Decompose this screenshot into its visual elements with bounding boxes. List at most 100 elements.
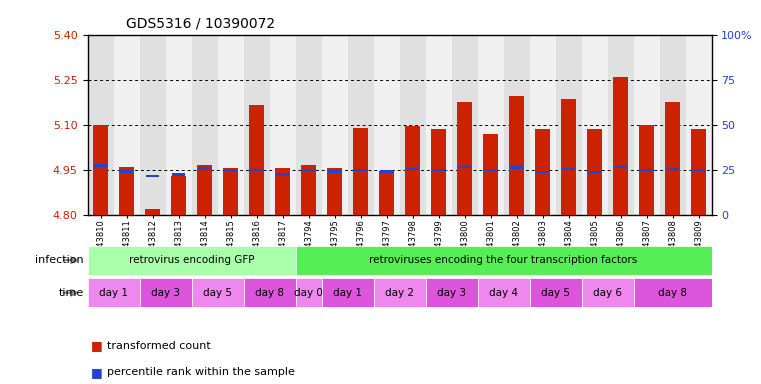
Bar [431,129,446,215]
Bar [276,173,289,175]
Text: percentile rank within the sample: percentile rank within the sample [107,367,295,377]
Bar [633,278,712,307]
Bar [120,170,133,172]
Bar [139,278,192,307]
Bar [536,170,549,173]
Bar [425,35,451,215]
Text: day 8: day 8 [255,288,284,298]
Bar [425,278,478,307]
Bar [327,169,342,215]
Bar [295,246,712,275]
Bar [94,164,107,167]
Bar [665,102,680,215]
Bar [509,96,524,215]
Bar [562,167,575,170]
Bar [171,176,186,215]
Bar [197,166,212,215]
Bar [588,170,601,173]
Bar [510,166,523,169]
Bar [451,35,478,215]
Bar [218,35,244,215]
Bar [374,35,400,215]
Bar [269,35,295,215]
Bar [244,278,295,307]
Text: day 1: day 1 [99,288,128,298]
Bar [478,35,504,215]
Bar [562,99,575,215]
Bar [295,35,322,215]
Bar [353,128,368,215]
Bar [166,35,192,215]
Bar [244,35,269,215]
Bar [457,102,472,215]
Bar [536,129,549,215]
Bar [322,35,348,215]
Bar [88,278,139,307]
Bar [119,167,134,215]
Bar [302,169,315,171]
Bar [374,278,425,307]
Bar [484,169,497,171]
Bar [224,169,237,215]
Bar [224,169,237,171]
Bar [88,35,113,215]
Bar [139,35,166,215]
Bar [192,35,218,215]
Text: day 8: day 8 [658,288,687,298]
Bar [301,166,316,215]
Text: retrovirus encoding GFP: retrovirus encoding GFP [129,255,254,265]
Bar [198,167,211,170]
Text: infection: infection [35,255,84,265]
Text: day 6: day 6 [593,288,622,298]
Bar [478,278,530,307]
Text: day 4: day 4 [489,288,518,298]
Bar [692,169,705,171]
Bar [614,166,627,168]
Text: day 0: day 0 [294,288,323,298]
Bar [660,35,686,215]
Text: day 3: day 3 [437,288,466,298]
Text: GDS5316 / 10390072: GDS5316 / 10390072 [126,17,275,31]
Bar [581,35,607,215]
Bar [145,209,160,215]
Bar [250,105,263,215]
Bar [295,278,322,307]
Bar [556,35,581,215]
Bar [692,129,705,215]
Text: ■: ■ [91,366,103,379]
Bar [613,77,628,215]
Bar [328,170,341,172]
Bar [88,246,295,275]
Bar [192,278,244,307]
Bar [504,35,530,215]
Bar [146,175,159,177]
Text: day 1: day 1 [333,288,362,298]
Bar [406,126,419,215]
Bar [607,35,634,215]
Bar [275,169,290,215]
Bar [94,125,107,215]
Bar [432,169,445,171]
Bar [458,166,471,168]
Bar [530,278,581,307]
Bar [587,129,602,215]
Text: retroviruses encoding the four transcription factors: retroviruses encoding the four transcrip… [369,255,638,265]
Text: day 5: day 5 [541,288,570,298]
Text: day 2: day 2 [385,288,414,298]
Bar [113,35,139,215]
Text: ■: ■ [91,339,103,352]
Bar [640,169,653,171]
Bar [530,35,556,215]
Text: day 3: day 3 [151,288,180,298]
Bar [380,171,393,215]
Bar [639,125,654,215]
Bar [354,169,367,171]
Text: transformed count: transformed count [107,341,210,351]
Bar [581,278,633,307]
Text: time: time [59,288,84,298]
Bar [483,134,498,215]
Bar [400,35,425,215]
Text: day 5: day 5 [203,288,232,298]
Bar [250,169,263,171]
Bar [322,278,374,307]
